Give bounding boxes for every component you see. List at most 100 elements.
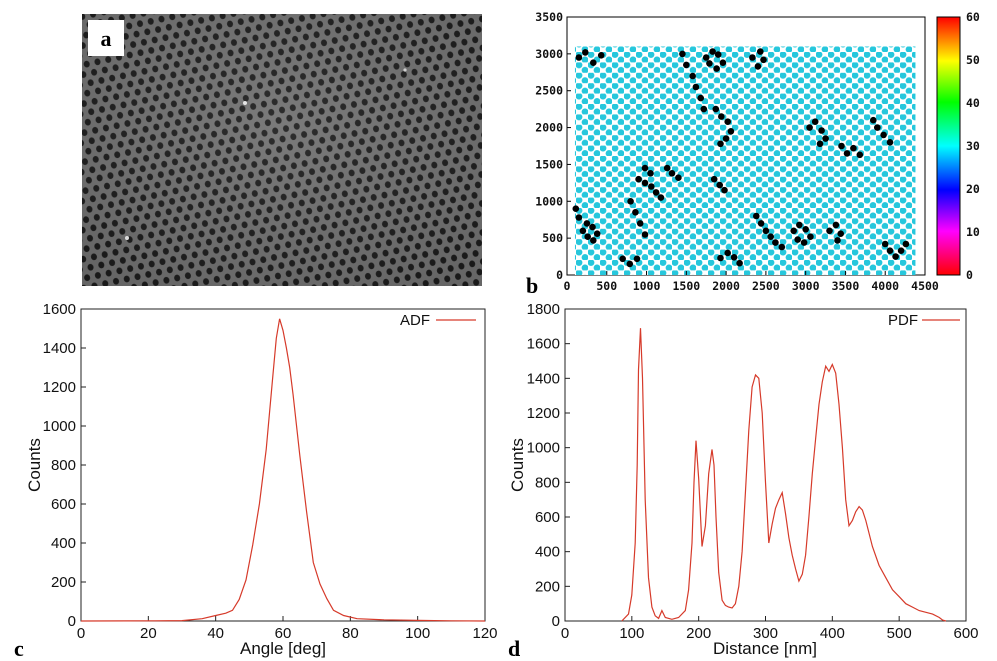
defect-point [794,236,801,243]
x-tick-label: 4000 [871,279,899,293]
defect-point [597,52,605,59]
defect-point [722,135,730,142]
defect-point [811,118,819,125]
defect-point [719,59,727,66]
defect-point [767,233,774,240]
lattice-points [574,46,916,275]
panel-c-adf-chart: 0 20 40 60 80 100 1200200400600800100012001400… [14,301,498,661]
defect-point [757,220,765,227]
defect-point [843,150,851,157]
defect-point [675,174,682,181]
x-tick-label: 2500 [752,279,780,293]
x-tick-label: 100 [619,625,644,642]
defect-point [589,223,596,231]
panel-label-b: b [526,273,538,298]
x-tick-label: 1000 [633,279,661,293]
y-tick-label: 1600 [527,336,560,353]
defect-point [619,255,626,263]
y-tick-label: 1800 [527,301,560,318]
defect-point [800,239,808,246]
defect-point [730,253,738,261]
defect-point [593,230,601,237]
defect-point [579,227,587,235]
panel-label-box [88,20,124,56]
defect-point [590,59,597,66]
defect-point [657,194,665,201]
defect-point [760,56,767,64]
defect-point [880,131,887,139]
colorbar [936,16,961,276]
x-tick-label: 500 [596,279,617,293]
defect-point [641,179,649,187]
y-tick-label: 1000 [43,418,76,435]
defect-point [807,233,814,240]
panel-c-plot-frame [80,308,486,622]
x-tick-label: 3000 [792,279,820,293]
defect-point [724,249,731,257]
legend-adf: ADF [400,312,430,329]
panel-a-sem-image: a [82,14,482,286]
defect-point [575,214,583,221]
defect-point [632,209,639,216]
defect-point [881,240,889,248]
defect-point [727,128,735,135]
defect-point [736,259,743,267]
defect-clusters [572,48,910,268]
y-tick-label: 1200 [43,379,76,396]
y-tick-label: 200 [535,578,560,595]
defect-point [689,72,696,80]
defect-point [706,60,713,67]
x-tick-label: 60 [275,625,292,642]
defect-point [633,255,641,263]
x-tick-label: 4500 [911,279,939,293]
x-tick-label: 120 [472,625,497,642]
colorbar-tick-label: 40 [966,96,980,110]
panel-b-defect-map: 0 500 1000 1500 2000 2500 3000 3500 4000 45000500… [526,10,980,298]
defect-point [710,175,718,183]
defect-point [749,54,756,61]
defect-point [754,63,762,70]
defect-point [837,230,844,237]
defect-point [572,205,580,212]
defect-point [822,135,829,142]
colorbar-tick-label: 0 [966,268,973,282]
pdf-series-line [621,328,947,622]
y-tick-label: 1200 [527,405,560,422]
defect-point [702,54,710,61]
y-tick-label: 0 [552,613,560,630]
panel-label-c: c [14,636,24,661]
defect-point [714,51,722,58]
defect-point [582,49,589,56]
panel-label-d: d [508,636,520,661]
x-tick-label: 3500 [832,279,860,293]
defect-point [717,254,724,262]
ylabel-d: Counts [508,438,527,492]
defect-point [762,227,770,235]
panel-c-ticks: 0 20 40 60 80 100 1200200400600800100012001400… [43,301,498,642]
defect-point [818,127,825,134]
xlabel-c: Angle [deg] [240,639,326,658]
defect-point [902,240,910,248]
y-tick-label: 400 [535,544,560,561]
x-tick-label: 40 [207,625,224,642]
defect-point [668,170,676,177]
y-tick-label: 1400 [43,340,76,357]
y-tick-label: 0 [68,613,76,630]
defect-point [753,212,760,220]
defect-point [802,226,809,233]
y-tick-label: 3500 [535,10,563,24]
defect-point [717,140,724,148]
x-tick-label: 200 [686,625,711,642]
y-tick-label: 500 [542,231,563,245]
defect-point [583,220,591,227]
y-tick-label: 1400 [527,370,560,387]
panel-b-ticks: 0 500 1000 1500 2000 2500 3000 3500 4000 4500 0 500… [535,10,939,293]
y-tick-label: 1000 [535,194,563,208]
defect-point [679,50,686,58]
defect-point [627,198,634,205]
defect-point [832,221,840,229]
defect-point [584,233,591,240]
y-tick-label: 1600 [43,301,76,318]
defect-point [816,140,824,148]
